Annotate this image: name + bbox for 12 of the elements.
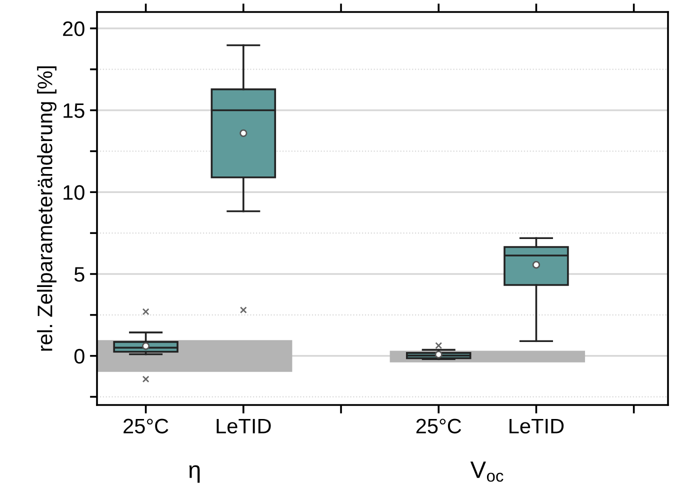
x-tick-label: LeTID (510, 418, 564, 434)
y-tick-label: 0 (74, 348, 84, 364)
y-axis-title: rel. Zellparameteränderung [%] (37, 66, 56, 351)
x-tick-label: LeTID (216, 418, 271, 434)
y-tick-label: 20 (63, 21, 84, 36)
text: η (189, 465, 200, 483)
x-tick-label: 25°C (416, 418, 462, 434)
y-tick-label: 5 (74, 267, 84, 282)
y-tick-label: 15 (64, 103, 84, 118)
y-tick-label: 10 (64, 185, 84, 200)
x-tick-label: 25°C (124, 418, 168, 434)
text: V$_{oc}$ (470, 462, 504, 482)
